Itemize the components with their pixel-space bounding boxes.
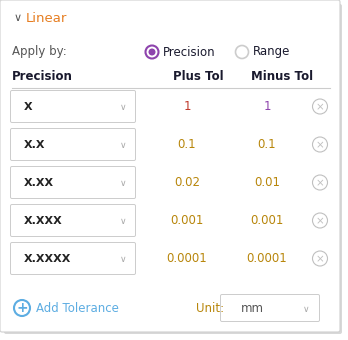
Circle shape — [145, 46, 158, 58]
Text: ×: × — [316, 102, 324, 112]
Text: ×: × — [316, 216, 324, 226]
Circle shape — [313, 175, 327, 190]
FancyBboxPatch shape — [4, 4, 342, 334]
Text: +: + — [16, 302, 28, 316]
Text: ×: × — [316, 140, 324, 150]
Text: mm: mm — [240, 302, 263, 314]
Text: Plus Tol: Plus Tol — [173, 70, 224, 84]
FancyBboxPatch shape — [10, 242, 135, 274]
Text: ∨: ∨ — [120, 103, 127, 112]
Text: Precision: Precision — [163, 46, 216, 58]
Text: Add Tolerance: Add Tolerance — [36, 302, 119, 314]
Text: Linear: Linear — [26, 12, 68, 24]
Text: 0.0001: 0.0001 — [247, 252, 287, 265]
Text: Range: Range — [253, 46, 290, 58]
Text: Unit:: Unit: — [196, 302, 224, 314]
FancyBboxPatch shape — [0, 0, 340, 332]
Text: 0.001: 0.001 — [250, 214, 284, 227]
Text: Precision: Precision — [12, 70, 73, 84]
Circle shape — [313, 251, 327, 266]
Text: 0.0001: 0.0001 — [167, 252, 207, 265]
Text: ×: × — [316, 178, 324, 188]
Text: 0.1: 0.1 — [178, 138, 196, 151]
Circle shape — [313, 137, 327, 152]
Text: ∨: ∨ — [120, 141, 127, 150]
Text: ×: × — [316, 254, 324, 264]
Text: ∨: ∨ — [14, 13, 22, 23]
FancyBboxPatch shape — [10, 204, 135, 237]
Text: 1: 1 — [183, 100, 191, 113]
Text: X.XX: X.XX — [24, 177, 54, 187]
Text: X.XXXX: X.XXXX — [24, 254, 71, 264]
Text: X.X: X.X — [24, 139, 46, 150]
Text: ∨: ∨ — [120, 217, 127, 226]
Text: 0.02: 0.02 — [174, 176, 200, 189]
Circle shape — [149, 49, 156, 55]
Circle shape — [313, 213, 327, 228]
Text: X.XXX: X.XXX — [24, 216, 63, 225]
Text: ∨: ∨ — [303, 305, 310, 313]
Text: ∨: ∨ — [120, 179, 127, 188]
Text: 0.01: 0.01 — [254, 176, 280, 189]
Text: Minus Tol: Minus Tol — [251, 70, 313, 84]
FancyBboxPatch shape — [10, 90, 135, 122]
FancyBboxPatch shape — [10, 167, 135, 199]
Circle shape — [236, 46, 248, 58]
Circle shape — [313, 99, 327, 114]
Text: 0.1: 0.1 — [258, 138, 276, 151]
Text: X: X — [24, 102, 33, 112]
Text: Apply by:: Apply by: — [12, 46, 67, 58]
Text: 1: 1 — [263, 100, 271, 113]
Circle shape — [14, 300, 30, 316]
Text: 0.001: 0.001 — [170, 214, 204, 227]
FancyBboxPatch shape — [10, 129, 135, 160]
FancyBboxPatch shape — [221, 294, 319, 322]
Text: ∨: ∨ — [120, 255, 127, 264]
